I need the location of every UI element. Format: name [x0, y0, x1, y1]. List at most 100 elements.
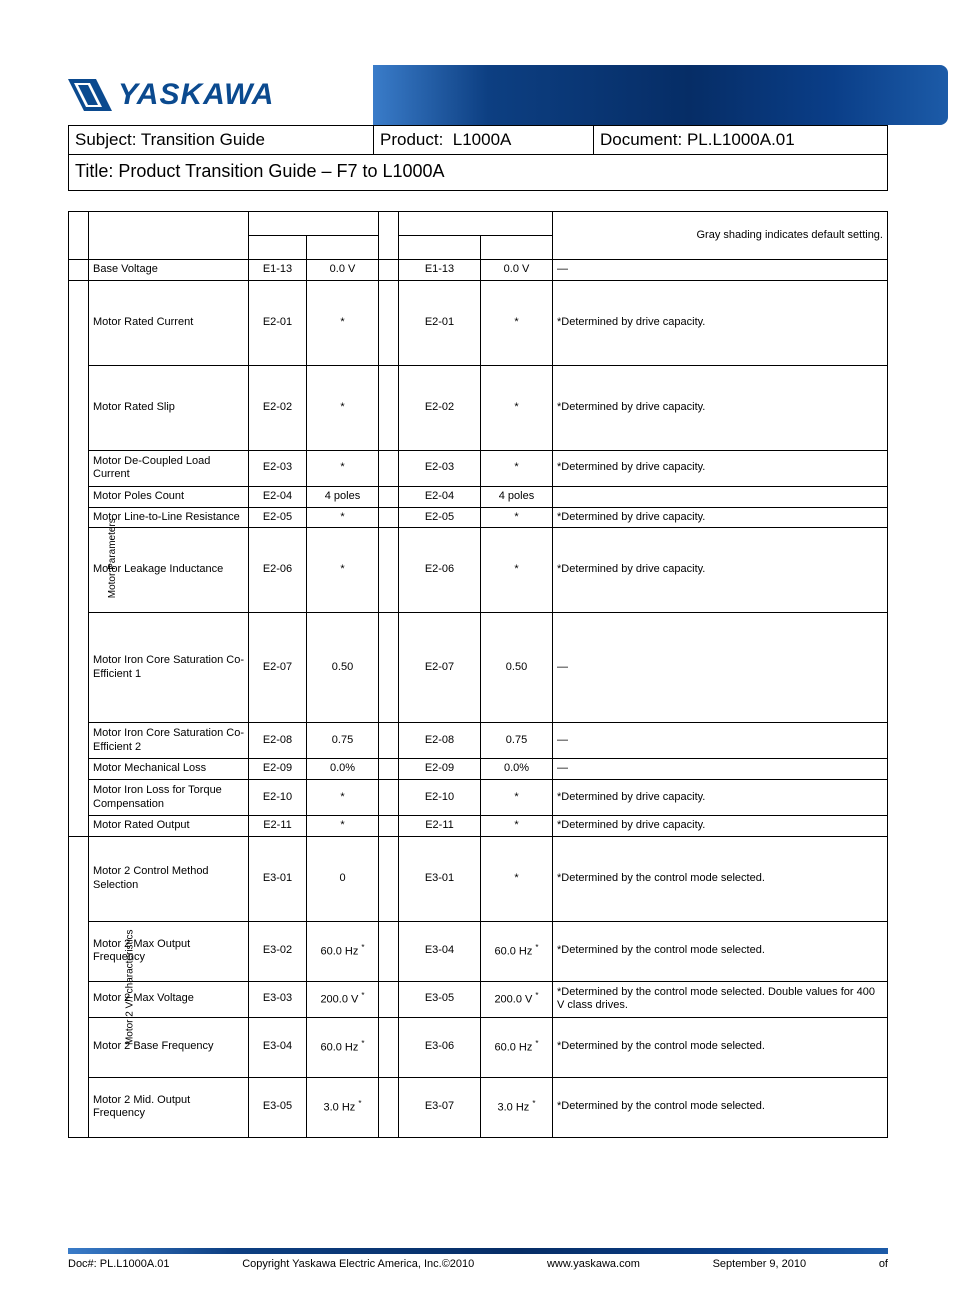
- cell-blank: [379, 921, 399, 981]
- label: Product:: [380, 130, 443, 149]
- cell-blank: [379, 486, 399, 507]
- cell-param-name: Motor 2 Control Method Selection: [89, 836, 249, 921]
- cell-blank: [379, 507, 399, 528]
- cell-v1: 4 poles: [307, 486, 379, 507]
- cell-v2: 4 poles: [481, 486, 553, 507]
- cell-param-name: Motor 2 Base Frequency: [89, 1017, 249, 1077]
- title-row: Title: Product Transition Guide – F7 to …: [68, 155, 888, 191]
- parameter-table: Gray shading indicates default setting.B…: [68, 211, 888, 1138]
- brand-banner: YASKAWA: [68, 65, 948, 125]
- label: Document:: [600, 130, 682, 149]
- cell-note: [553, 486, 888, 507]
- cell-v2: *: [481, 507, 553, 528]
- cell-param-name: Motor 2 Mid. Output Frequency: [89, 1077, 249, 1137]
- value: L1000A: [453, 130, 512, 149]
- cell-param-name: Motor Rated Current: [89, 280, 249, 365]
- cell-param-name: Motor De-Coupled Load Current: [89, 450, 249, 486]
- table-row: Motor Iron Core Saturation Co-Efficient …: [69, 723, 888, 759]
- table-row: Motor 2 V/f characteristicsMotor 2 Contr…: [69, 836, 888, 921]
- cell-p1: E2-08: [249, 723, 307, 759]
- table-row: Motor 2 Max Output FrequencyE3-0260.0 Hz…: [69, 921, 888, 981]
- cell-v2: 60.0 Hz *: [481, 1017, 553, 1077]
- cell-note: *Determined by the control mode selected…: [553, 921, 888, 981]
- cell-v1: *: [307, 280, 379, 365]
- cell-blank: [379, 613, 399, 723]
- header-legend: Gray shading indicates default setting.: [553, 212, 888, 260]
- footer-date: September 9, 2010: [713, 1258, 807, 1270]
- cell-p2: E2-04: [399, 486, 481, 507]
- meta-document: Document: PL.L1000A.01: [594, 126, 887, 154]
- cell-v1: *: [307, 780, 379, 816]
- cell-v2: 0.50: [481, 613, 553, 723]
- category-cell: Motor 2 V/f characteristics: [69, 836, 89, 1137]
- logo: YASKAWA: [68, 73, 274, 117]
- meta-product: Product: L1000A: [374, 126, 594, 154]
- cell-v1: 0: [307, 836, 379, 921]
- cell-blank: [379, 780, 399, 816]
- table-row: Motor Poles CountE2-044 polesE2-044 pole…: [69, 486, 888, 507]
- table-row: Motor Rated OutputE2-11*E2-11**Determine…: [69, 816, 888, 837]
- cell-p1: E2-02: [249, 365, 307, 450]
- cell-param-name: Motor Iron Loss for Torque Compensation: [89, 780, 249, 816]
- footer-text: Doc#: PL.L1000A.01 Copyright Yaskawa Ele…: [68, 1254, 888, 1270]
- cell-param-name: Motor Rated Slip: [89, 365, 249, 450]
- cell-param-name: Motor Poles Count: [89, 486, 249, 507]
- cell-blank: [379, 260, 399, 281]
- cell-note: *Determined by the control mode selected…: [553, 836, 888, 921]
- cell-note: *Determined by drive capacity.: [553, 528, 888, 613]
- cell-note: *Determined by drive capacity.: [553, 365, 888, 450]
- cell-p2: E2-07: [399, 613, 481, 723]
- page: YASKAWA Subject: Transition Guide Produc…: [0, 65, 954, 1300]
- label: Subject:: [75, 130, 136, 149]
- cell-blank: [379, 365, 399, 450]
- cell-note: *Determined by the control mode selected…: [553, 1017, 888, 1077]
- cell-p2: E2-10: [399, 780, 481, 816]
- cell-p1: E2-05: [249, 507, 307, 528]
- cell-param-name: Motor 2 Max Output Frequency: [89, 921, 249, 981]
- cell-blank: [379, 816, 399, 837]
- cell-p2: E3-07: [399, 1077, 481, 1137]
- cell-p1: E2-09: [249, 759, 307, 780]
- table-row: Motor Mechanical LossE2-090.0%E2-090.0%—: [69, 759, 888, 780]
- cell-p2: E2-02: [399, 365, 481, 450]
- cell-v1: 60.0 Hz *: [307, 1017, 379, 1077]
- cell-p2: E3-05: [399, 981, 481, 1017]
- cell-p2: E3-01: [399, 836, 481, 921]
- cell-p1: E1-13: [249, 260, 307, 281]
- header-v1: [307, 236, 379, 260]
- cell-p2: E2-11: [399, 816, 481, 837]
- cell-param-name: Motor Iron Core Saturation Co-Efficient …: [89, 723, 249, 759]
- footer-page: of: [879, 1258, 888, 1270]
- header-col-a: [249, 212, 379, 236]
- cell-blank: [379, 450, 399, 486]
- header-name: [89, 212, 249, 260]
- cell-p2: E2-03: [399, 450, 481, 486]
- cell-blank: [379, 759, 399, 780]
- cell-v1: 0.75: [307, 723, 379, 759]
- cell-v2: 3.0 Hz *: [481, 1077, 553, 1137]
- banner-left: YASKAWA: [68, 65, 373, 125]
- cell-note: *Determined by drive capacity.: [553, 450, 888, 486]
- category-label: Motor Parameters: [107, 519, 120, 599]
- label: Title:: [75, 161, 113, 181]
- value: Transition Guide: [141, 130, 265, 149]
- cell-note: *Determined by drive capacity.: [553, 780, 888, 816]
- footer-docnum: Doc#: PL.L1000A.01: [68, 1258, 170, 1270]
- cell-v2: *: [481, 365, 553, 450]
- cell-v2: 0.75: [481, 723, 553, 759]
- footer-copyright: Copyright Yaskawa Electric America, Inc.…: [242, 1258, 474, 1270]
- meta-row: Subject: Transition Guide Product: L1000…: [68, 125, 888, 155]
- value: Product Transition Guide – F7 to L1000A: [118, 161, 444, 181]
- cell-v2: 60.0 Hz *: [481, 921, 553, 981]
- cell-note: *Determined by the control mode selected…: [553, 1077, 888, 1137]
- cell-p2: E2-01: [399, 280, 481, 365]
- cell-note: —: [553, 723, 888, 759]
- value: PL.L1000A.01: [687, 130, 795, 149]
- cell-v2: *: [481, 780, 553, 816]
- cell-p2: E2-06: [399, 528, 481, 613]
- cell-v1: *: [307, 507, 379, 528]
- cell-note: —: [553, 613, 888, 723]
- cell-v1: 0.0%: [307, 759, 379, 780]
- cell-v1: 3.0 Hz *: [307, 1077, 379, 1137]
- cell-p1: E3-04: [249, 1017, 307, 1077]
